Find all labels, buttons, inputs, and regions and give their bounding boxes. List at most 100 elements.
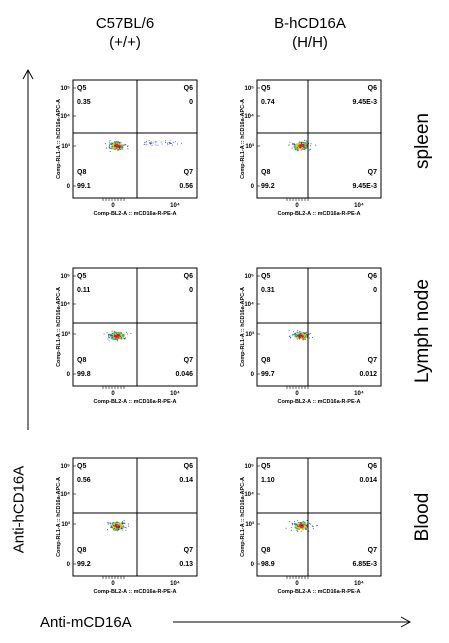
event-dot [120,141,122,143]
quadrant-value: 1.10 [261,477,275,484]
event-dot [115,146,117,148]
event-dot [308,530,310,532]
event-dot [304,524,306,526]
event-dot [295,332,296,334]
plot-y-label: Comp-RL1-A :: hCD16a-APC-A [240,287,246,367]
event-dot [115,333,117,335]
event-dot [107,523,109,525]
x-tick-label: 0 [111,581,115,587]
event-dot [289,337,291,339]
event-dot [296,527,299,530]
event-dot [169,142,171,144]
quadrant-value: 0 [373,287,377,294]
event-dot [112,335,113,337]
y-tick-label: 10⁴ [244,114,254,120]
event-cloud [103,330,132,342]
event-dot [299,338,300,340]
event-dot [124,143,126,145]
quadrant-name: Q5 [261,85,270,92]
quadrant-value: 0.35 [77,99,91,106]
event-dot [309,148,311,150]
event-cloud [288,329,313,341]
x-tick-label: 10⁴ [354,581,364,587]
event-dot [169,139,171,141]
quadrant-name: Q7 [184,357,193,364]
event-dot [298,333,300,335]
event-dot [119,526,121,528]
event-dot [288,144,290,146]
x-tick-label: 0 [295,581,299,587]
quadrant-name: Q7 [368,169,377,176]
event-dot [302,525,304,527]
event-dot [113,529,115,531]
plot-y-label: Comp-RL1-A :: hCD16a-APC-A [56,477,62,557]
event-dot [116,333,118,335]
event-dot [125,527,127,529]
event-dot [121,145,123,147]
event-cloud [104,139,182,152]
event-dot [293,143,294,145]
event-dot [117,149,119,151]
event-dot [108,146,111,148]
quadrant-value: 0.012 [359,371,377,378]
plot-y-label: Comp-RL1-A :: hCD16a-APC-A [56,99,62,179]
event-dot [296,147,298,149]
x-tick-label: 0 [111,203,115,209]
event-dot [109,147,110,149]
column-header-line2: (+/+) [109,34,141,51]
event-dot [119,331,121,333]
event-dot [119,147,121,149]
quadrant-value: 99.1 [77,183,91,190]
event-dot [109,145,111,146]
event-dot [306,520,308,521]
y-axis-arrowhead [22,68,34,80]
event-dot [116,521,118,523]
event-dot [289,141,291,143]
event-dot [301,143,302,145]
event-dot [108,335,110,337]
event-dot [108,141,110,143]
y-tick-label: 10³ [61,521,70,528]
quadrant-value: 0.56 [179,183,193,190]
event-dot [299,333,302,336]
event-dot [174,141,176,143]
event-dot [296,145,299,147]
event-dot [300,530,302,532]
event-dot [121,527,124,530]
plot-frame [256,457,382,577]
event-dot [177,143,178,145]
event-dot [118,335,120,336]
event-dot [295,144,297,147]
event-dot [150,141,152,143]
event-dot [298,526,300,529]
event-dot [111,526,113,528]
x-axis-arrowhead [400,616,412,628]
event-dot [117,527,119,529]
event-dot [119,523,122,526]
event-dot [303,521,306,524]
y-tick-label: 0 [67,184,71,190]
event-dot [173,141,175,143]
y-tick-label: 10⁵ [245,274,255,280]
quadrant-value: 0 [189,287,193,294]
event-dot [305,139,307,141]
event-dot [298,335,300,337]
event-dot [116,338,118,340]
plot-y-label: Comp-RL1-A :: hCD16a-APC-A [240,477,246,557]
quadrant-name: Q8 [77,357,86,364]
event-dot [309,523,311,525]
event-dot [316,524,318,526]
event-dot [300,332,301,334]
event-dot [122,521,124,523]
quadrant-value: 0.14 [179,477,193,484]
event-dot [296,526,299,528]
event-dot [108,337,110,338]
event-dot [168,142,170,143]
event-dot [115,142,117,144]
event-dot [285,527,287,529]
event-dot [300,522,302,524]
event-dot [119,142,121,144]
y-tick-label: 10⁵ [61,86,71,92]
